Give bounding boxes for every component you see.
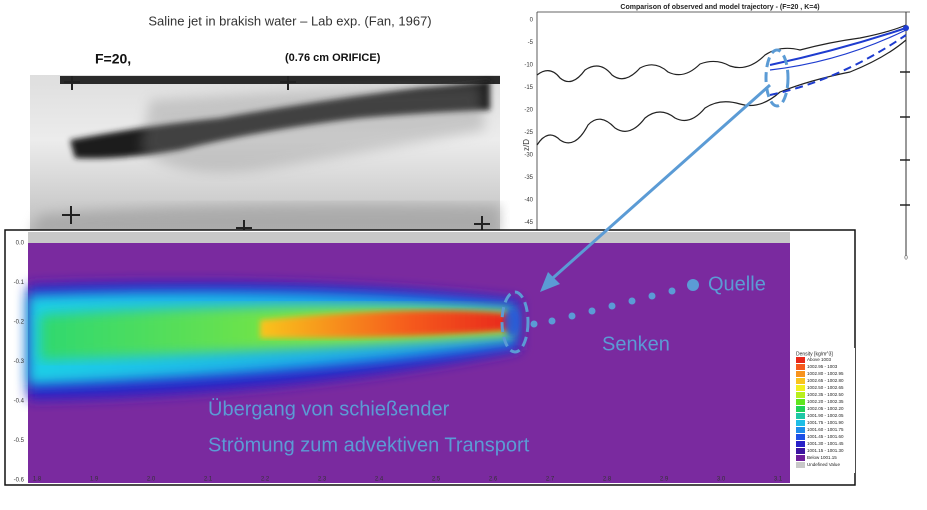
y-tick-label: -20 xyxy=(524,108,533,114)
annotation: Quelle xyxy=(708,273,766,295)
x-tick-label: 2.7 xyxy=(546,477,555,483)
legend-label: 1002.65 - 1002.80 xyxy=(807,378,844,383)
legend-label: 1002.05 - 1002.20 xyxy=(807,406,844,411)
y-tick-label: -30 xyxy=(524,153,533,159)
legend-swatch xyxy=(796,364,805,370)
legend-label: 1001.75 - 1001.90 xyxy=(807,420,844,425)
trajectory-plot: Comparison of observed and model traject… xyxy=(510,4,915,262)
x-tick-label: 1.9 xyxy=(90,477,99,483)
y-tick-label: -0.2 xyxy=(14,320,25,326)
legend-label: Below 1001.15 xyxy=(807,455,837,460)
legend-label: Above 1003 xyxy=(807,357,832,362)
legend-swatch xyxy=(796,392,805,398)
lab-photo: F=20, (0.76 cm ORIFICE) xyxy=(30,45,500,235)
legend-swatch xyxy=(796,427,805,433)
x-tick-label: 3.0 xyxy=(717,477,726,483)
y-tick-label: 0.0 xyxy=(16,241,25,247)
annotation: Übergang von schießender xyxy=(208,398,450,420)
legend-swatch xyxy=(796,385,805,391)
legend-swatch xyxy=(796,413,805,419)
y-tick-label: -0.5 xyxy=(14,438,25,444)
x-tick-label: 2.1 xyxy=(204,477,213,483)
y-tick-label: -0.4 xyxy=(14,399,25,405)
legend-label: 1002.20 - 1002.35 xyxy=(807,399,844,404)
y-tick-label: -0.6 xyxy=(14,478,25,484)
x-tick-label: 2.4 xyxy=(375,477,384,483)
legend-swatch xyxy=(796,455,805,461)
y-tick-label: -15 xyxy=(524,85,533,91)
legend-label: 1001.15 - 1001.30 xyxy=(807,448,844,453)
legend-label: 1001.90 - 1002.05 xyxy=(807,413,844,418)
legend-swatch xyxy=(796,420,805,426)
legend-label: 1002.80 - 1002.95 xyxy=(807,371,844,376)
annotation: Senken xyxy=(602,333,670,355)
y-tick-label: -0.1 xyxy=(14,280,25,286)
legend-swatch xyxy=(796,406,805,412)
y-tick-label: -45 xyxy=(524,220,533,226)
y-tick-label: -25 xyxy=(524,130,533,136)
photo-label: (0.76 cm ORIFICE) xyxy=(285,52,381,64)
x-tick-label: 2.8 xyxy=(603,477,612,483)
photo-label: F=20, xyxy=(95,51,131,67)
y-tick-label: -35 xyxy=(524,175,533,181)
legend-label: 1002.95 - 1003 xyxy=(807,364,838,369)
x-tick-label: 2.2 xyxy=(261,477,270,483)
y-tick-label: -0.3 xyxy=(14,359,25,365)
legend-label: 1001.30 - 1001.45 xyxy=(807,441,844,446)
plot-title: Comparison of observed and model traject… xyxy=(620,4,819,11)
legend-swatch xyxy=(796,371,805,377)
x-tick-label: 2.6 xyxy=(489,477,498,483)
legend-label: 1002.35 - 1002.50 xyxy=(807,392,844,397)
legend-swatch xyxy=(796,378,805,384)
annotation: Strömung zum advektiven Transport xyxy=(208,434,530,456)
legend-label: 1002.50 - 1002.65 xyxy=(807,385,844,390)
slide: Saline jet in brakish water – Lab exp. (… xyxy=(0,0,927,510)
legend-label: 1001.60 - 1001.75 xyxy=(807,427,844,432)
y-tick-label: -5 xyxy=(528,40,534,46)
x-tick-label: 2.9 xyxy=(660,477,669,483)
legend-swatch xyxy=(796,441,805,447)
legend-swatch xyxy=(796,448,805,454)
x-tick-label: 1.8 xyxy=(33,477,42,483)
y-tick-label: -10 xyxy=(524,63,533,69)
legend-label: 1001.45 - 1001.60 xyxy=(807,434,844,439)
legend-swatch xyxy=(796,434,805,440)
legend-label: Undefined Value xyxy=(807,462,840,467)
x-tick-label: 2.0 xyxy=(147,477,156,483)
legend-swatch xyxy=(796,462,805,468)
x-tick-label: 2.3 xyxy=(318,477,327,483)
x-tick-label: 3.1 xyxy=(774,477,783,483)
legend-swatch xyxy=(796,399,805,405)
x-tick-label: 2.5 xyxy=(432,477,441,483)
axis-label: z/D xyxy=(522,139,531,151)
legend-swatch xyxy=(796,357,805,363)
caption: Saline jet in brakish water – Lab exp. (… xyxy=(148,13,431,28)
y-tick-label: -40 xyxy=(524,198,533,204)
